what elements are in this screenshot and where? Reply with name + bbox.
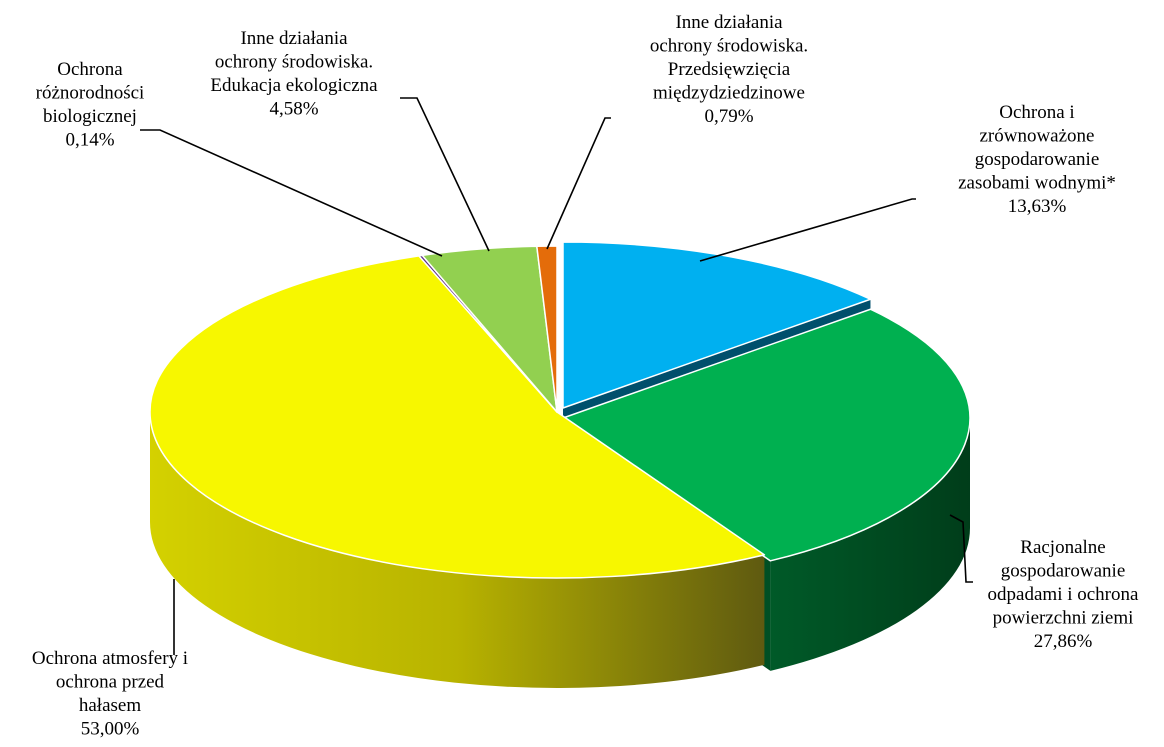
data-label-air: Ochrona atmosfery i ochrona przed hałasem 5…: [32, 648, 188, 740]
value-label-air: 53,00%: [81, 719, 140, 740]
slice-labels: Ochrona i zrównoważone gospodarowanie zasob…: [32, 12, 1139, 740]
category-label-line-bio: biologicznej: [43, 106, 137, 127]
value-label-bio: 0,14%: [65, 130, 114, 151]
category-label-line-air: ochrona przed: [56, 672, 165, 693]
value-label-water: 13,63%: [1008, 196, 1067, 217]
slice-side-waste: [770, 418, 970, 671]
category-label-line-inter: ochrony środowiska.: [650, 36, 808, 57]
category-label-line-inter: międzydziedzinowe: [653, 83, 805, 104]
leader-line-edu: [400, 97, 490, 252]
category-label-line-water: Ochrona i: [999, 102, 1074, 123]
data-label-bio: Ochrona różnorodności biologicznej 0,14%: [36, 59, 145, 151]
value-label-waste: 27,86%: [1034, 631, 1093, 652]
category-label-line-waste: odpadami i ochrona: [988, 584, 1139, 605]
slice-waste: [562, 308, 971, 562]
data-label-waste: Racjonalne gospodarowanie odpadami i ochro…: [988, 537, 1139, 652]
category-label-line-water: zasobami wodnymi*: [958, 173, 1116, 194]
category-label-line-bio: Ochrona: [57, 59, 123, 80]
category-label-line-edu: Inne działania: [240, 28, 348, 49]
data-label-water: Ochrona i zrównoważone gospodarowanie zasob…: [958, 102, 1116, 217]
leader-lines: [140, 97, 973, 655]
category-label-line-water: zrównoważone: [979, 126, 1094, 147]
category-label-line-inter: Przedsięwzięcia: [668, 59, 791, 80]
category-label-line-air: hałasem: [79, 695, 141, 716]
leader-line-waste: [949, 514, 973, 583]
leader-line-bio: [140, 129, 443, 257]
slice-water: [562, 241, 872, 409]
category-label-line-bio: różnorodności: [36, 83, 145, 104]
category-label-line-waste: gospodarowanie: [1001, 561, 1126, 582]
slice-inter: [536, 245, 558, 413]
category-label-line-edu: ochrony środowiska.: [215, 52, 373, 73]
category-label-line-edu: Edukacja ekologiczna: [210, 75, 378, 96]
data-label-edu: Inne działania ochrony środowiska. Edukacj…: [210, 28, 378, 120]
value-label-inter: 0,79%: [704, 106, 753, 127]
slice-air: [149, 255, 766, 579]
value-label-edu: 4,58%: [269, 99, 318, 120]
category-label-line-air: Ochrona atmosfery i: [32, 648, 188, 669]
leader-line-water: [699, 198, 916, 262]
category-label-line-water: gospodarowanie: [975, 149, 1100, 170]
category-label-line-waste: powierzchni ziemi: [993, 608, 1134, 629]
slice-side-air: [150, 412, 765, 688]
data-label-inter: Inne działania ochrony środowiska. Przedsi…: [650, 12, 808, 127]
leader-line-inter: [546, 117, 611, 250]
category-label-line-inter: Inne działania: [675, 12, 783, 33]
category-label-line-waste: Racjonalne: [1020, 537, 1105, 558]
pie-tops: [149, 241, 971, 579]
